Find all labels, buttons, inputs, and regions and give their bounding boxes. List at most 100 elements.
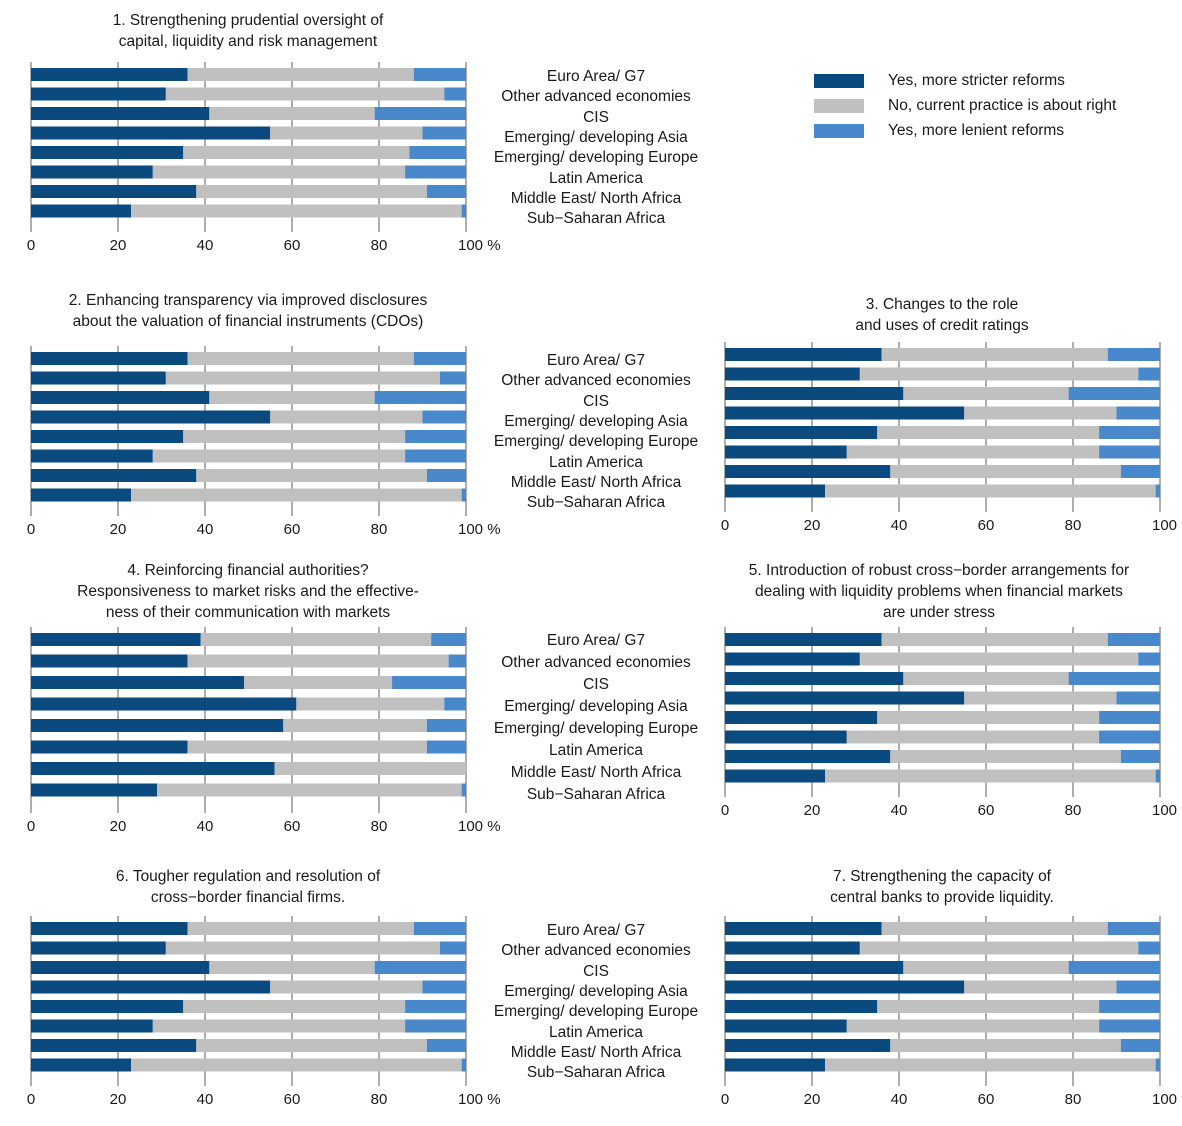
chart-1-bar-about-right <box>187 68 414 81</box>
chart-1-bar-lenient <box>461 204 466 218</box>
chart-7-bar-lenient <box>1155 1058 1160 1072</box>
chart-6-title-line-1: 6. Tougher regulation and resolution of <box>115 868 381 885</box>
chart-2-bar-about-right <box>183 430 406 443</box>
chart-3-bar-about-right <box>859 367 1139 381</box>
chart-2-bar-lenient <box>405 430 466 443</box>
chart-1-bar-lenient <box>444 87 466 101</box>
chart-6-tick-label: 0 <box>27 1091 35 1108</box>
chart-3-bar-stricter <box>725 387 904 400</box>
chart-5-bar-lenient <box>1099 711 1160 724</box>
chart-3-bar-lenient <box>1116 406 1160 420</box>
chart-3-svg: 0 20 40 60 80 100 % <box>721 342 1182 534</box>
chart-7-tick-label: 60 <box>978 1091 995 1108</box>
legend-swatch-about-right <box>814 98 864 113</box>
chart-7-bar-about-right <box>859 941 1139 955</box>
chart-1-bar-stricter <box>31 87 166 101</box>
chart-1-svg: 0 20 40 60 80 100 % <box>27 62 501 254</box>
chart-4-tick-label: 0 <box>27 818 35 835</box>
chart-4-bar-about-right <box>187 654 449 668</box>
chart-6-plot: 0 20 40 60 80 100 % <box>10 916 505 1112</box>
chart-1-bar-about-right <box>183 146 410 159</box>
chart-4-tick-label: 60 <box>284 818 301 835</box>
chart-2-bar-stricter <box>31 469 197 482</box>
chart-5-bar-about-right <box>846 730 1100 744</box>
chart-4-bar-stricter <box>31 654 188 668</box>
chart-5-svg: 0 20 40 60 80 100 % <box>721 627 1182 819</box>
chart-1-bar-lenient <box>409 146 466 159</box>
legend-item-stricter: Yes, more stricter reforms <box>814 68 1116 93</box>
chart-4-bar-stricter <box>31 697 297 711</box>
chart-6-bar-lenient <box>405 1019 466 1033</box>
category-label: Sub−Saharan Africa <box>526 494 666 512</box>
chart-2-tick-label: 80 <box>371 521 388 538</box>
chart-6-bar-lenient <box>426 1039 466 1052</box>
chart-2-bar-lenient <box>439 371 466 385</box>
chart-4-bar-lenient <box>461 783 466 797</box>
chart-1-bar-about-right <box>270 126 423 140</box>
chart-5-bar-about-right <box>881 633 1108 646</box>
chart-4-title-line-3: ness of their communication with markets <box>105 604 391 621</box>
chart-3-bar-lenient <box>1068 387 1160 400</box>
chart-5-bar-stricter <box>725 750 891 763</box>
chart-3-tick-label: 0 <box>721 517 729 534</box>
chart-3-bar-stricter <box>725 367 860 381</box>
chart-4-tick-label: 80 <box>371 818 388 835</box>
legend-item-lenient: Yes, more lenient reforms <box>814 118 1116 143</box>
chart-4-title-line-2: Responsiveness to market risks and the e… <box>77 583 419 600</box>
chart-4-bar-lenient <box>426 740 466 754</box>
chart-1-tick-label: 40 <box>197 237 214 254</box>
category-label: Emerging/ developing Asia <box>504 412 688 430</box>
chart-2-title-line-2: about the valuation of financial instrum… <box>72 313 424 330</box>
category-label: Emerging/ developing Europe <box>493 149 699 167</box>
chart-4-bar-stricter <box>31 633 201 646</box>
chart-6-tick-label: 100 % <box>458 1091 501 1108</box>
chart-4-bar-lenient <box>448 654 466 668</box>
chart-5-bar-lenient <box>1120 750 1160 763</box>
chart-3-bar-stricter <box>725 445 847 459</box>
chart-7-bar-stricter <box>725 1019 847 1033</box>
chart-1-bar-stricter <box>31 204 132 218</box>
chart-7-bar-stricter <box>725 1058 826 1072</box>
chart-2-bar-stricter <box>31 391 210 404</box>
chart-7-bar-stricter <box>725 1039 891 1052</box>
legend-label-stricter: Yes, more stricter reforms <box>888 71 1065 89</box>
chart-7-tick-label: 40 <box>891 1091 908 1108</box>
chart-3-bar-about-right <box>846 445 1100 459</box>
chart-2-bar-lenient <box>374 391 466 404</box>
category-label: Other advanced economies <box>501 654 691 671</box>
chart-6-tick-label: 40 <box>197 1091 214 1108</box>
chart-7-bar-lenient <box>1107 922 1160 935</box>
chart-2-bar-lenient <box>461 488 466 502</box>
chart-3-bar-about-right <box>877 426 1100 439</box>
chart-7-bar-lenient <box>1138 941 1160 955</box>
chart-5-bar-stricter <box>725 672 904 685</box>
chart-1-title: 1. Strengthening prudential oversight of… <box>30 10 466 52</box>
legend-swatch-lenient <box>814 123 864 138</box>
chart-3-tick-label: 60 <box>978 517 995 534</box>
chart-2-bar-about-right <box>165 371 440 385</box>
chart-4-bar-about-right <box>157 783 462 797</box>
legend-item-about-right: No, current practice is about right <box>814 93 1116 118</box>
chart-3-bar-about-right <box>890 465 1121 478</box>
chart-6-bar-lenient <box>413 922 466 935</box>
chart-7-svg: 0 20 40 60 80 100 % <box>721 916 1182 1108</box>
chart-2-bar-lenient <box>413 352 466 365</box>
category-label: CIS <box>583 676 609 693</box>
chart-6-bar-about-right <box>209 961 375 974</box>
chart-5-bar-stricter <box>725 730 847 744</box>
chart-6-bar-stricter <box>31 961 210 974</box>
legend-swatch-stricter <box>814 73 864 88</box>
chart-7-bar-stricter <box>725 941 860 955</box>
category-label: Euro Area/ G7 <box>546 632 646 649</box>
chart-3-bar-lenient <box>1120 465 1160 478</box>
category-label: Middle East/ North Africa <box>510 473 682 491</box>
chart-3-bar-about-right <box>964 406 1117 420</box>
chart-6-bar-lenient <box>405 1000 466 1013</box>
category-label: Emerging/ developing Europe <box>493 1003 699 1021</box>
chart-3-title-line-2: and uses of credit ratings <box>855 317 1029 334</box>
chart-2-svg: 0 20 40 60 80 100 % <box>27 346 501 538</box>
chart-4-title: 4. Reinforcing financial authorities? Re… <box>30 560 466 623</box>
chart-6-tick-label: 20 <box>110 1091 127 1108</box>
chart-3-bar-lenient <box>1107 348 1160 361</box>
category-label: Euro Area/ G7 <box>546 68 646 85</box>
